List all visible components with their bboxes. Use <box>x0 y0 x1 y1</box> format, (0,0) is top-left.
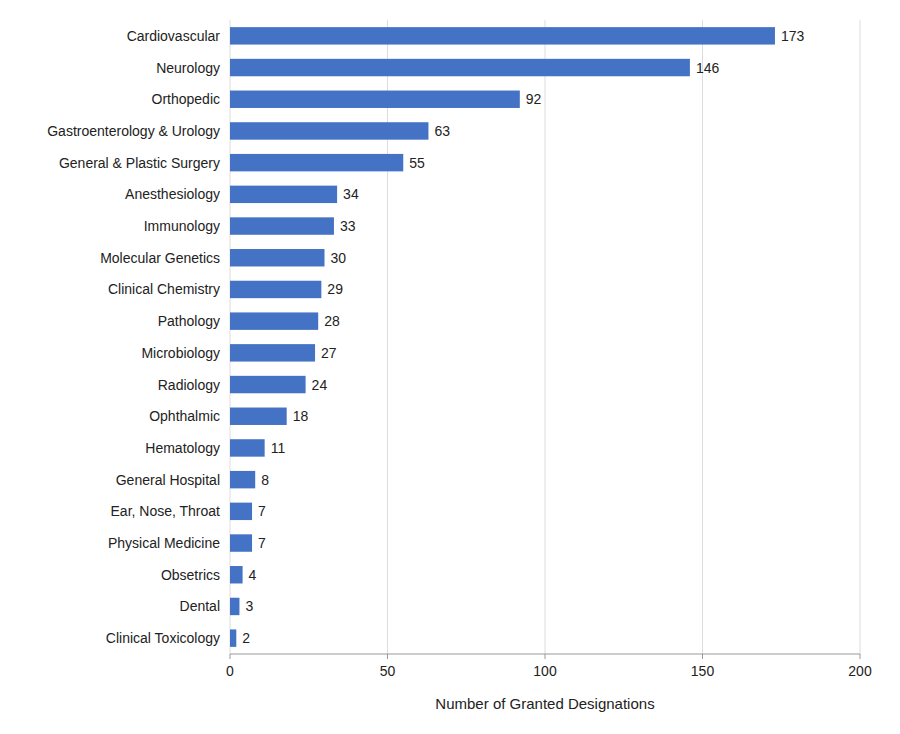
x-tick <box>545 654 546 659</box>
category-label: Pathology <box>158 313 220 329</box>
x-axis-label: Number of Granted Designations <box>435 695 654 712</box>
grid <box>230 20 860 654</box>
data-label: 24 <box>312 377 328 393</box>
grid-line <box>230 20 231 654</box>
data-label: 33 <box>340 218 356 234</box>
x-tick <box>230 654 231 659</box>
data-label: 28 <box>324 313 340 329</box>
data-label: 4 <box>249 567 257 583</box>
bar <box>230 122 428 139</box>
category-label: Neurology <box>156 60 220 76</box>
grid-line <box>545 20 546 654</box>
x-tick-label: 50 <box>380 663 396 679</box>
x-tick <box>860 654 861 659</box>
data-label: 18 <box>293 408 309 424</box>
bar <box>230 566 243 583</box>
category-label: Molecular Genetics <box>100 250 220 266</box>
bar <box>230 344 315 361</box>
category-label: Gastroenterology & Urology <box>47 123 220 139</box>
bar <box>230 439 265 456</box>
x-tick-label: 100 <box>533 663 557 679</box>
bar <box>230 281 321 298</box>
bar <box>230 249 325 266</box>
data-label: 29 <box>327 281 343 297</box>
grid-line <box>860 20 861 654</box>
bar <box>230 186 337 203</box>
data-label: 55 <box>409 155 425 171</box>
category-label: Microbiology <box>141 345 220 361</box>
x-tick-label: 200 <box>848 663 872 679</box>
bar <box>230 629 236 646</box>
bars <box>230 27 775 647</box>
bar <box>230 217 334 234</box>
bar <box>230 376 306 393</box>
category-label: Ear, Nose, Throat <box>111 503 221 519</box>
data-label: 7 <box>258 503 266 519</box>
category-label: Clinical Toxicology <box>106 630 220 646</box>
category-label: Ophthalmic <box>149 408 220 424</box>
bar <box>230 27 775 44</box>
data-label: 30 <box>331 250 347 266</box>
bar <box>230 534 252 551</box>
category-label: General Hospital <box>116 472 220 488</box>
grid-line <box>702 20 703 654</box>
data-label: 92 <box>526 91 542 107</box>
category-label: General & Plastic Surgery <box>59 155 220 171</box>
bar <box>230 471 255 488</box>
data-label: 173 <box>781 28 805 44</box>
x-tick-label: 150 <box>691 663 715 679</box>
category-label: Physical Medicine <box>108 535 220 551</box>
category-label: Orthopedic <box>152 91 220 107</box>
x-tick-label: 0 <box>226 663 234 679</box>
bar <box>230 312 318 329</box>
x-tick <box>387 654 388 659</box>
chart-svg: 234778111824272829303334556392146173Clin… <box>0 0 900 734</box>
data-labels: 234778111824272829303334556392146173 <box>242 28 804 646</box>
category-label: Dental <box>180 598 220 614</box>
data-label: 3 <box>245 598 253 614</box>
category-label: Radiology <box>158 377 220 393</box>
bar <box>230 154 403 171</box>
x-tick <box>702 654 703 659</box>
y-axis: Clinical Toxicology Dental Obsetrics Physic… <box>47 28 220 646</box>
bar <box>230 91 520 108</box>
data-label: 7 <box>258 535 266 551</box>
data-label: 34 <box>343 186 359 202</box>
x-axis: 0 50 100 150 200 <box>226 654 872 679</box>
bar <box>230 503 252 520</box>
category-label: Obsetrics <box>161 567 220 583</box>
category-label: Immunology <box>144 218 220 234</box>
chart-container: 234778111824272829303334556392146173Clin… <box>0 0 900 734</box>
data-label: 63 <box>434 123 450 139</box>
bar <box>230 59 690 76</box>
data-label: 146 <box>696 60 720 76</box>
data-label: 8 <box>261 472 269 488</box>
data-label: 11 <box>271 440 286 456</box>
bar <box>230 598 239 615</box>
category-label: Anesthesiology <box>125 186 220 202</box>
category-label: Clinical Chemistry <box>108 281 220 297</box>
category-label: Cardiovascular <box>127 28 221 44</box>
grid-line <box>387 20 388 654</box>
category-label: Hematology <box>145 440 220 456</box>
bar <box>230 408 287 425</box>
data-label: 2 <box>242 630 250 646</box>
data-label: 27 <box>321 345 337 361</box>
